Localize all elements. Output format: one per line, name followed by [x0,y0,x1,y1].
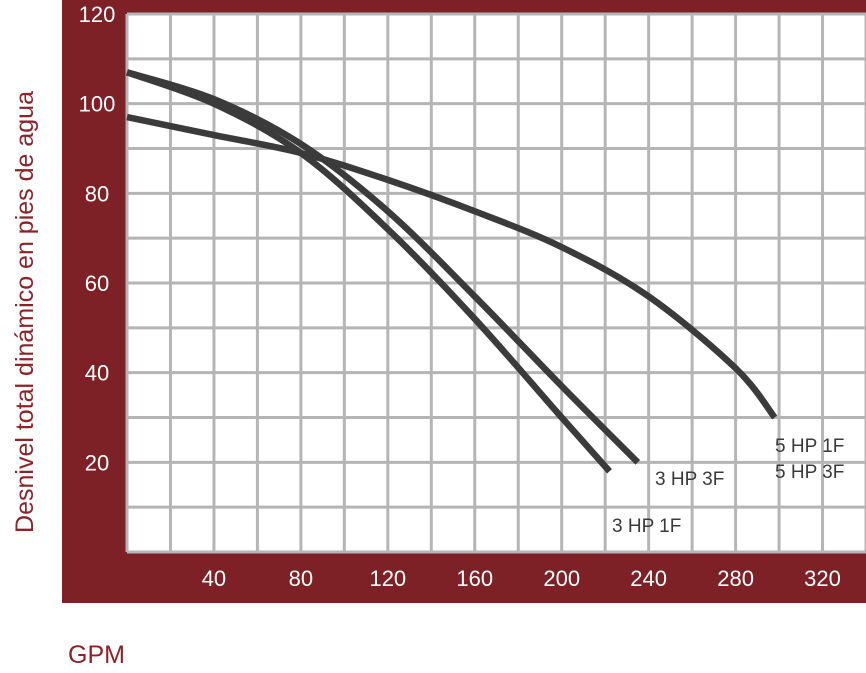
curve-label-5hp-3f: 5 HP 3F [775,462,844,483]
x-tick-label: 40 [202,566,226,591]
x-tick-label: 320 [804,566,841,591]
x-tick-label: 80 [289,566,313,591]
x-tick-label: 120 [369,566,406,591]
y-tick-label: 120 [79,2,116,27]
y-tick-label: 80 [85,181,109,206]
curve-line-3 [126,113,778,420]
y-axis-ticks: 20 40 60 80 100 120 [79,2,116,475]
x-axis-ticks: 40 80 120 160 200 240 280 320 [202,566,841,591]
curves [125,69,778,474]
x-axis-title: GPM [68,641,125,669]
frame-left-band [62,0,127,603]
frame-top-band [62,0,866,14]
x-tick-label: 240 [630,566,667,591]
curve-line-1 [125,69,612,474]
x-tick-label: 200 [543,566,580,591]
x-tick-label: 160 [456,566,493,591]
x-tick-label: 280 [717,566,754,591]
curve-labels: 3 HP 1F 3 HP 3F 5 HP 1F 5 HP 3F [612,436,844,537]
y-tick-label: 60 [85,271,109,296]
curve-label-3hp-1f: 3 HP 1F [612,516,681,537]
y-tick-label: 40 [85,361,109,386]
curve-label-3hp-3f: 3 HP 3F [655,469,724,490]
y-tick-label: 20 [85,450,109,475]
curve-line-2 [126,69,641,465]
y-axis-title: Desnivel total dinámico en pies de agua [11,91,39,533]
y-tick-label: 100 [79,92,116,117]
frame-bottom-band-inner [62,552,866,603]
curve-label-5hp-1f: 5 HP 1F [775,436,844,457]
chart-grid [125,12,866,554]
